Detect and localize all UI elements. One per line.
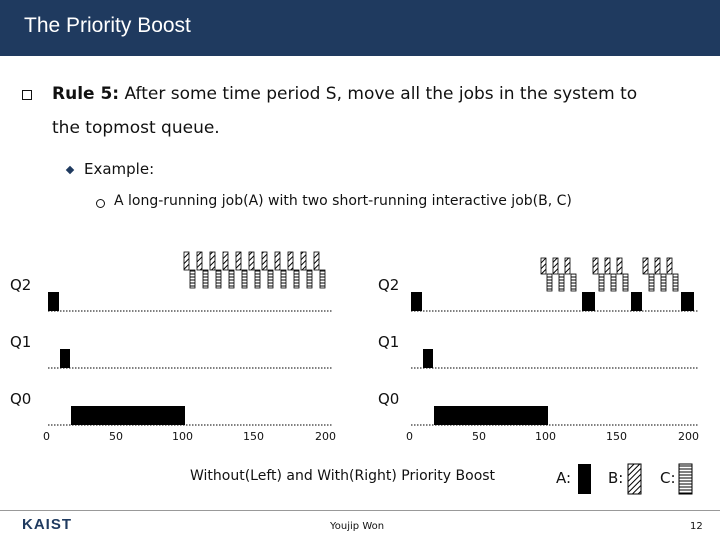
legend-a-swatch [578, 464, 591, 494]
job-a-q2 [48, 292, 59, 311]
job-a-q0 [71, 406, 185, 425]
rule-line-2: the topmost queue. [52, 118, 220, 138]
tick-right-50: 50 [472, 430, 486, 443]
tick-left-200: 200 [315, 430, 336, 443]
tick-right-0: 0 [406, 430, 413, 443]
example-label: Example: [84, 160, 155, 178]
job-a-q2-right-4 [681, 292, 694, 311]
job-a-q2-right-2 [582, 292, 595, 311]
tick-right-200: 200 [678, 430, 699, 443]
title-bar: The Priority Boost [0, 0, 720, 56]
queue-lines-left [48, 310, 333, 426]
tick-right-100: 100 [535, 430, 556, 443]
left-interactive-jobs [183, 251, 326, 289]
rule-label: Rule 5: [52, 84, 120, 104]
footer-divider [0, 510, 720, 511]
footer-author: Youjip Won [330, 521, 385, 532]
job-a-q2-right-3 [631, 292, 642, 311]
tick-left-100: 100 [172, 430, 193, 443]
kaist-logo: KAIST [22, 516, 72, 533]
rule-text: After some time period S, move all the j… [119, 84, 638, 104]
legend-b-swatch [627, 463, 642, 495]
rule-line-1: Rule 5: After some time period S, move a… [52, 84, 637, 104]
job-a-q0-right [434, 406, 548, 425]
queue-label-q2-left: Q2 [10, 276, 32, 294]
legend-c-swatch [678, 463, 693, 495]
queue-label-q0-right: Q0 [378, 390, 400, 408]
job-a-q1 [60, 349, 70, 368]
square-bullet-icon [22, 90, 32, 100]
page-number: 12 [690, 521, 703, 532]
right-interactive-jobs [540, 257, 679, 292]
tick-left-150: 150 [243, 430, 264, 443]
slide-title: The Priority Boost [24, 14, 191, 37]
job-a-q2-right-1 [411, 292, 422, 311]
tick-left-50: 50 [109, 430, 123, 443]
legend-b-label: B: [608, 469, 624, 487]
circle-bullet-icon [96, 199, 105, 208]
tick-right-150: 150 [606, 430, 627, 443]
queue-label-q0-left: Q0 [10, 390, 32, 408]
job-a-q1-right [423, 349, 433, 368]
queue-label-q1-left: Q1 [10, 333, 32, 351]
queue-label-q1-right: Q1 [378, 333, 400, 351]
legend-c-label: C: [660, 469, 676, 487]
example-description: A long-running job(A) with two short-run… [114, 193, 572, 209]
queue-label-q2-right: Q2 [378, 276, 400, 294]
tick-left-0: 0 [43, 430, 50, 443]
diagram-caption: Without(Left) and With(Right) Priority B… [190, 468, 496, 484]
legend-a-label: A: [556, 469, 572, 487]
